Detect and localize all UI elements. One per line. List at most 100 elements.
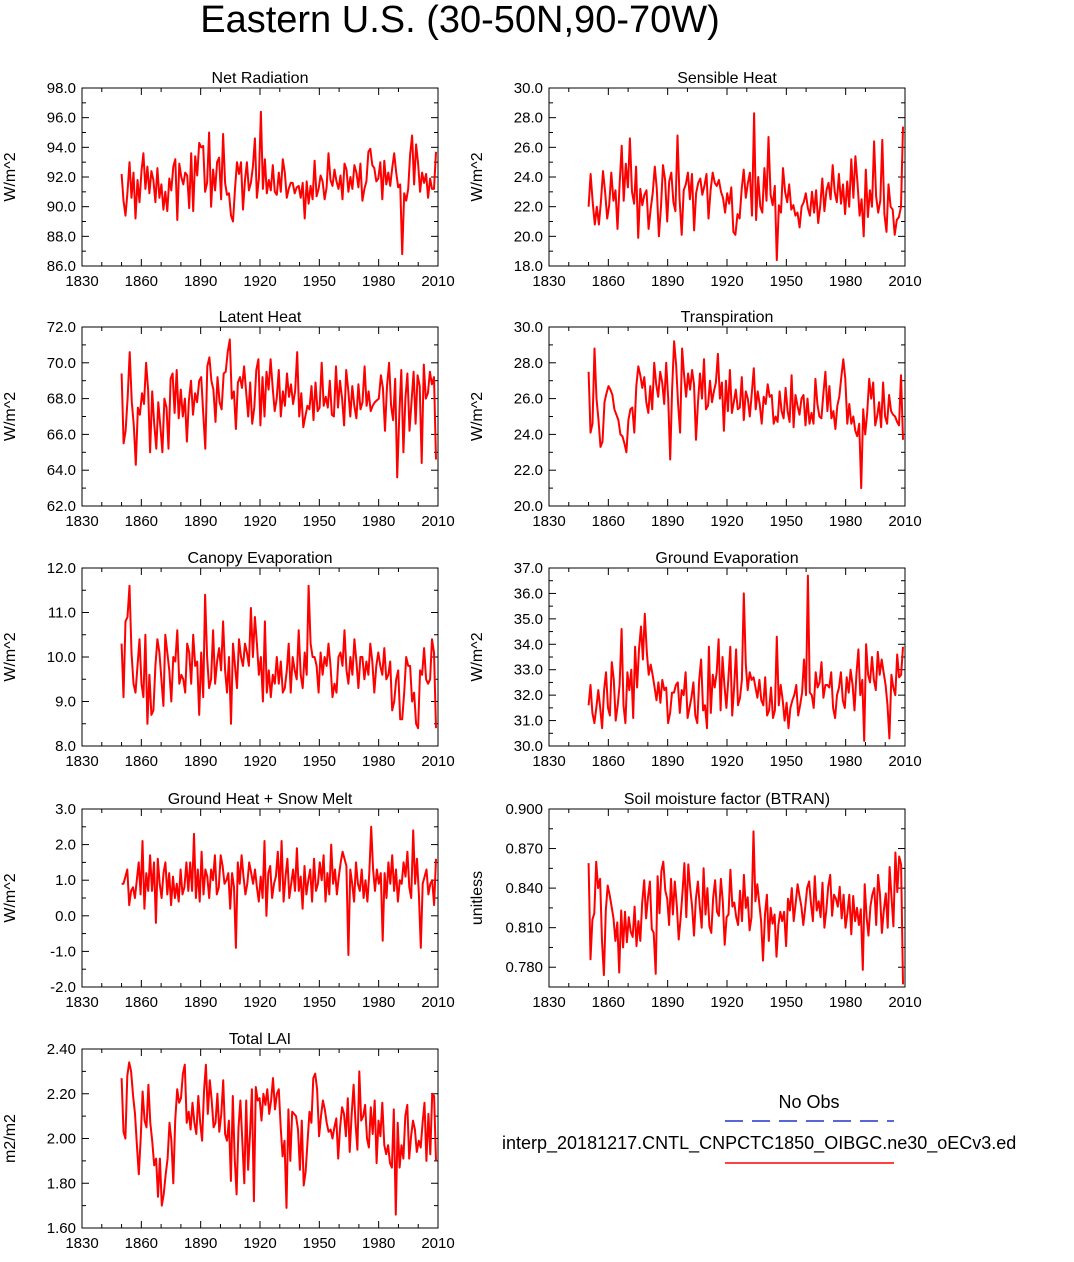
x-tick-label: 1830: [65, 1235, 98, 1252]
x-tick-label: 1980: [829, 994, 862, 1011]
y-tick-label: 94.0: [47, 139, 76, 156]
y-tick-label: 0.870: [505, 841, 543, 858]
y-tick-label: 12.0: [47, 560, 76, 577]
y-tick-label: 8.0: [55, 738, 76, 755]
x-tick-label: 1920: [710, 273, 743, 290]
y-tick-label: 90.0: [47, 199, 76, 216]
y-tick-label: 37.0: [514, 560, 543, 577]
y-tick-label: 88.0: [47, 228, 76, 245]
y-tick-label: 72.0: [47, 319, 76, 336]
y-tick-label: 36.0: [514, 585, 543, 602]
plot-frame: [548, 567, 906, 747]
panel-title: Total LAI: [229, 1031, 291, 1048]
x-tick-label: 1860: [125, 1235, 158, 1252]
x-tick-label: 2010: [421, 994, 454, 1011]
series-line: [587, 830, 904, 985]
x-tick-label: 2010: [421, 513, 454, 530]
legend-obs-label: No Obs: [778, 1092, 839, 1112]
plot-frame: [548, 326, 906, 507]
x-tick-label: 1830: [532, 994, 565, 1011]
y-tick-label: 22.0: [514, 462, 543, 479]
panel-title: Transpiration: [681, 309, 774, 326]
y-tick-label: 64.0: [47, 462, 76, 479]
y-tick-label: 20.0: [514, 228, 543, 245]
x-tick-label: 1860: [125, 994, 158, 1011]
plot-frame: [81, 567, 439, 747]
x-tick-label: 1890: [651, 994, 684, 1011]
x-tick-label: 1980: [829, 513, 862, 530]
x-tick-label: 1860: [592, 753, 625, 770]
y-tick-label: 35.0: [514, 611, 543, 628]
x-tick-label: 1920: [710, 513, 743, 530]
panel-title: Canopy Evaporation: [188, 550, 333, 567]
y-tick-label: 0.900: [505, 801, 543, 818]
panel-6: Ground Evaporation W/m^2 1830 1860 1890 1920 1…: [469, 550, 922, 770]
x-tick-label: 2010: [421, 273, 454, 290]
y-tick-label: 34.0: [514, 636, 543, 653]
series-line: [587, 112, 904, 262]
x-tick-label: 1890: [651, 273, 684, 290]
x-tick-label: 1920: [243, 994, 276, 1011]
x-tick-label: 1920: [710, 753, 743, 770]
x-tick-label: 1950: [303, 994, 336, 1011]
panel-title: Sensible Heat: [677, 70, 777, 87]
y-axis-label: W/m^2: [469, 632, 486, 681]
y-tick-label: 2.40: [47, 1041, 76, 1058]
y-tick-label: 0.780: [505, 959, 543, 976]
x-tick-label: 2010: [888, 513, 921, 530]
x-tick-label: 2010: [888, 994, 921, 1011]
plot-frame: [81, 1048, 439, 1229]
y-tick-label: 2.20: [47, 1086, 76, 1103]
x-tick-label: 1890: [184, 994, 217, 1011]
plot-frame: [81, 326, 439, 507]
y-tick-label: 1.0: [55, 872, 76, 889]
y-axis-label: m2/m2: [2, 1114, 19, 1163]
y-tick-label: 26.0: [514, 391, 543, 408]
panel-title: Latent Heat: [219, 309, 302, 326]
y-tick-label: 28.0: [514, 110, 543, 127]
x-tick-label: 1980: [829, 753, 862, 770]
plot-frame: [81, 87, 439, 267]
page-title: Eastern U.S. (30-50N,90-70W): [200, 0, 720, 41]
panel-5: Canopy Evaporation W/m^2 1830 1860 1890 1920 1…: [2, 550, 455, 770]
y-tick-label: -2.0: [50, 979, 76, 996]
panel-title: Net Radiation: [212, 70, 309, 87]
y-tick-label: 0.840: [505, 880, 543, 897]
y-tick-label: 26.0: [514, 139, 543, 156]
series-line: [120, 1061, 437, 1216]
y-tick-label: 70.0: [47, 355, 76, 372]
y-tick-label: 0.810: [505, 920, 543, 937]
y-tick-label: 33.0: [514, 662, 543, 679]
legend-model-label: interp_20181217.CNTL_CNPCTC1850_OIBGC.ne…: [502, 1133, 1016, 1154]
panel-4: Transpiration W/m^2 1830 1860 1890 1920 1950 19…: [469, 309, 922, 530]
y-tick-label: 68.0: [47, 391, 76, 408]
x-tick-label: 1980: [362, 513, 395, 530]
x-tick-label: 1950: [770, 273, 803, 290]
series-line: [120, 110, 437, 256]
y-tick-label: 1.80: [47, 1175, 76, 1192]
y-axis-label: unitless: [469, 871, 486, 925]
x-tick-label: 1920: [710, 994, 743, 1011]
x-tick-label: 1890: [184, 513, 217, 530]
y-tick-label: 3.0: [55, 801, 76, 818]
x-tick-label: 1830: [65, 753, 98, 770]
y-tick-label: 2.0: [55, 837, 76, 854]
series-line: [121, 825, 437, 956]
x-tick-label: 1830: [65, 273, 98, 290]
x-tick-label: 1860: [592, 273, 625, 290]
plot-frame: [548, 87, 906, 267]
x-tick-label: 1920: [243, 513, 276, 530]
x-tick-label: 1920: [243, 753, 276, 770]
plot-frame: [81, 808, 439, 988]
y-tick-label: 66.0: [47, 426, 76, 443]
panel-8: Soil moisture factor (BTRAN) unitless 1830…: [469, 791, 922, 1011]
y-tick-label: 96.0: [47, 110, 76, 127]
x-tick-label: 1860: [592, 994, 625, 1011]
y-tick-label: 24.0: [514, 426, 543, 443]
y-tick-label: 11.0: [48, 605, 76, 622]
y-tick-label: 0.0: [55, 908, 76, 925]
x-tick-label: 1830: [532, 753, 565, 770]
series-line: [587, 340, 904, 490]
x-tick-label: 1950: [770, 753, 803, 770]
